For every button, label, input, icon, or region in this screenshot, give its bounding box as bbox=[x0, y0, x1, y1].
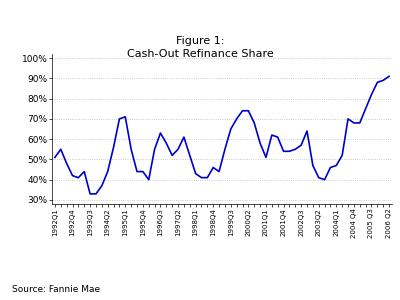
Text: Figure 1:
Cash-Out Refinance Share: Figure 1: Cash-Out Refinance Share bbox=[127, 36, 273, 59]
Text: Source: Fannie Mae: Source: Fannie Mae bbox=[12, 285, 100, 294]
